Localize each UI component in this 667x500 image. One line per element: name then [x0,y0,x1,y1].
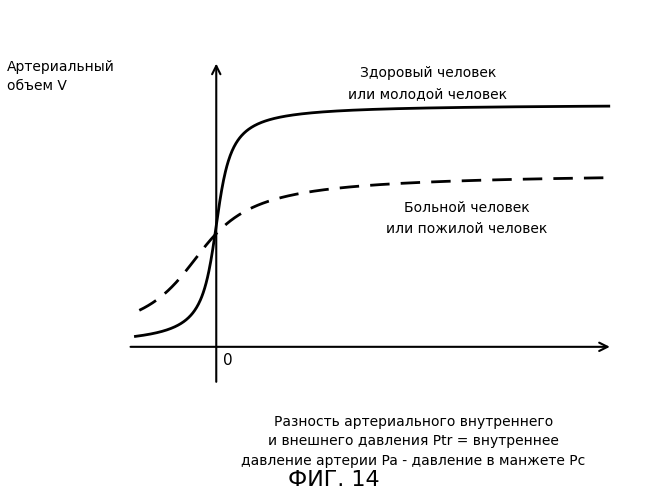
Text: Здоровый человек
или молодой человек: Здоровый человек или молодой человек [348,66,508,101]
Text: Разность артериального внутреннего
и внешнего давления Ptr = внутреннее
давление: Разность артериального внутреннего и вне… [241,415,586,468]
Text: 0: 0 [223,354,233,368]
Text: Артериальный
объем V: Артериальный объем V [7,60,115,94]
Text: ФИГ. 14: ФИГ. 14 [287,470,380,490]
Text: Больной человек
или пожилой человек: Больной человек или пожилой человек [386,201,547,235]
